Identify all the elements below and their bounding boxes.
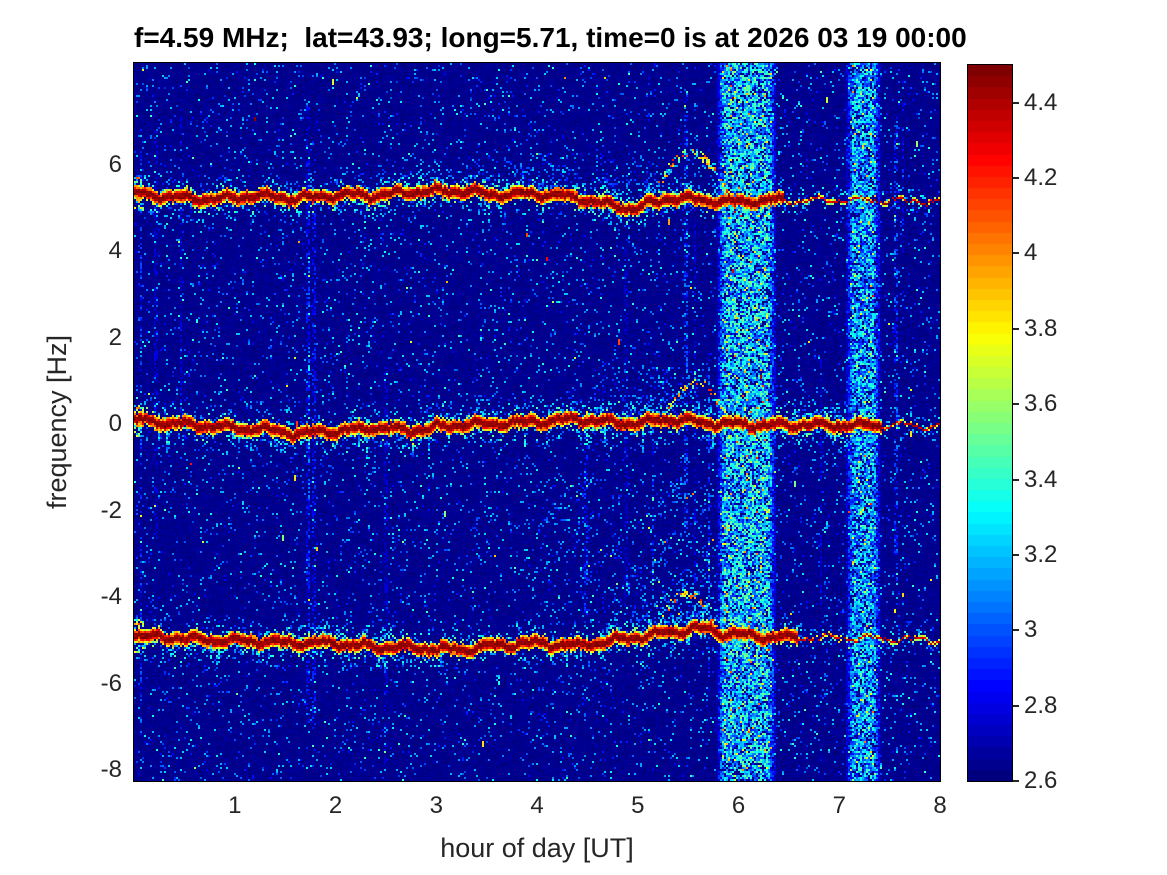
colorbar-tick-mark (1013, 327, 1019, 330)
y-tick-label: -6 (100, 669, 122, 697)
colorbar-tick-mark (1013, 780, 1019, 782)
x-tick-label: 5 (631, 792, 645, 819)
colorbar-tick-mark (1013, 177, 1019, 180)
colorbar-tick-mark (1013, 403, 1019, 406)
y-tick-label: 6 (108, 150, 122, 178)
colorbar-tick-mark (1013, 629, 1019, 632)
colorbar-tick-label: 4.2 (1024, 164, 1058, 192)
y-tick-label: -8 (100, 756, 122, 784)
colorbar-tick-mark (1013, 704, 1019, 707)
x-tick-label: 8 (933, 792, 947, 819)
x-tick-label: 1 (228, 792, 242, 819)
spectrogram-canvas (134, 63, 940, 781)
colorbar-tick-label: 3.4 (1024, 465, 1058, 493)
colorbar-tick-label: 3 (1024, 616, 1038, 644)
plot-area (133, 62, 941, 782)
colorbar-tick-label: 4 (1024, 239, 1038, 267)
colorbar-tick-label: 4.4 (1024, 88, 1058, 116)
y-tick-label: 4 (108, 237, 122, 265)
colorbar-tick-mark (1013, 478, 1019, 481)
y-tick-label: 2 (108, 323, 122, 351)
chart-title: f=4.59 MHz; lat=43.93; long=5.71, time=0… (134, 22, 967, 53)
x-tick-label: 7 (832, 792, 846, 819)
x-tick-label: 2 (328, 792, 343, 819)
colorbar-tick-label: 2.6 (1024, 767, 1058, 794)
colorbar-tick-label: 3.2 (1024, 540, 1058, 568)
colorbar-tick-mark (1013, 252, 1019, 255)
x-tick-label: 4 (530, 792, 544, 819)
y-tick-label: -4 (100, 583, 122, 611)
x-tick-label: 6 (731, 792, 746, 819)
colorbar-canvas (968, 65, 1012, 781)
colorbar-tick-label: 3.8 (1024, 314, 1058, 342)
colorbar-tick-mark (1013, 553, 1019, 556)
colorbar (967, 64, 1013, 782)
y-tick-label: 0 (108, 410, 122, 438)
colorbar-tick-label: 2.8 (1024, 691, 1058, 719)
colorbar-tick-mark (1013, 101, 1019, 104)
y-tick-label: -2 (100, 496, 122, 524)
colorbar-tick-label: 3.6 (1024, 390, 1058, 418)
x-axis-label: hour of day [UT] (440, 833, 634, 863)
x-tick-label: 3 (429, 792, 443, 819)
